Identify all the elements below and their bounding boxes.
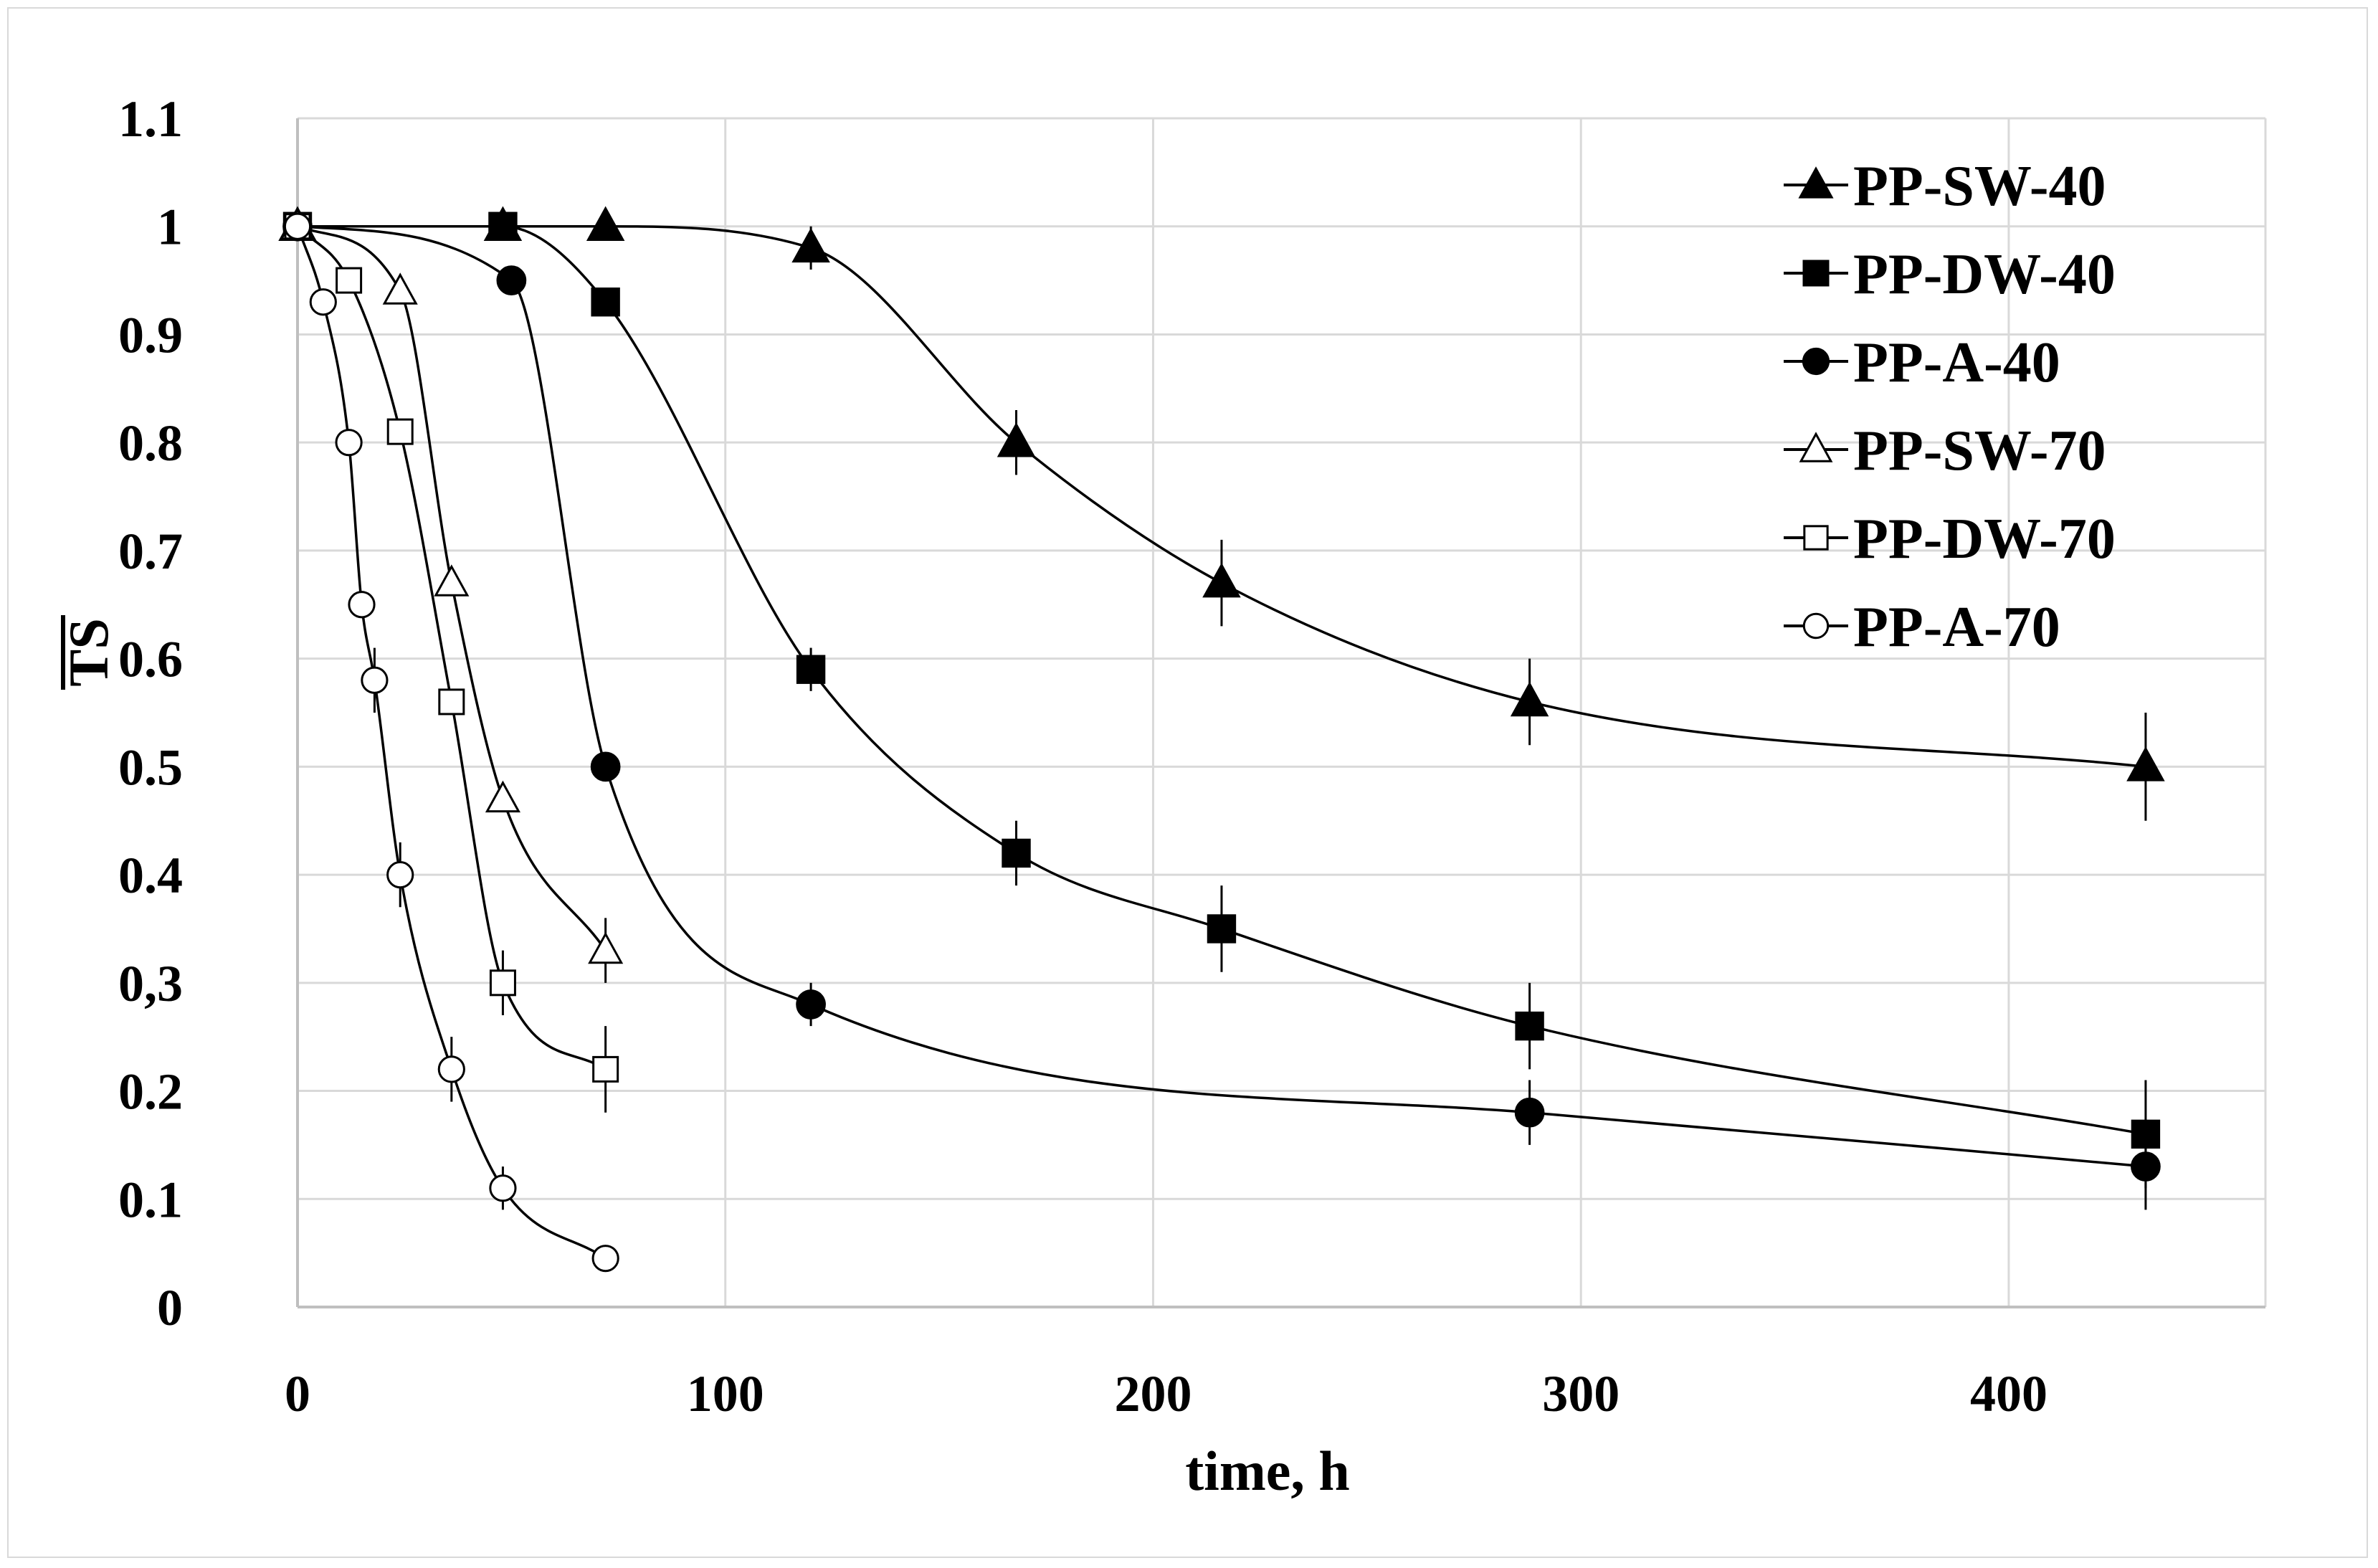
series-line-pp-dw-70 [296,225,607,1070]
data-point [335,429,363,457]
series-pp-sw-70 [280,207,624,983]
data-point [283,212,312,240]
legend-marker [1803,525,1829,551]
data-point [336,267,363,294]
y-tick-labels: 0 0.1 0.2 0,3 0.4 0.5 0.6 0.7 0.8 0.9 1 1.1 [118,90,183,1336]
data-point [496,265,527,295]
data-point [485,780,520,813]
data-point [361,666,389,694]
data-point [1510,681,1549,717]
data-point [586,206,625,242]
legend-label: PP-DW-70 [1853,508,2116,571]
legend-label: PP-SW-70 [1853,419,2106,483]
legend-item-pp-dw-40: PP-DW-40 [1784,243,2116,306]
legend: PP-SW-40 PP-DW-40 PP-A-40 PP-SW-70 PP-DW-70 P… [1784,155,2116,659]
data-point [309,288,337,316]
data-point [592,1055,619,1083]
series-line-pp-a-40 [297,224,2146,1168]
y-tick-label: 0.9 [118,306,183,364]
legend-label: PP-DW-40 [1853,243,2116,306]
legend-label: PP-SW-40 [1853,155,2106,218]
data-point [489,969,516,997]
data-point [437,1055,465,1083]
x-tick-label: 400 [1970,1365,2048,1422]
y-tick-label: 0.5 [118,738,183,796]
data-point [796,989,826,1020]
data-point [382,272,418,305]
data-point [1207,914,1237,944]
y-tick-label: 0.6 [118,631,183,688]
legend-item-pp-dw-70: PP-DW-70 [1784,508,2116,571]
legend-marker [1802,347,1830,376]
data-point [590,751,621,782]
y-tick-label: 0.8 [118,414,183,472]
series-line-pp-dw-40 [298,224,2146,1136]
y-axis-title-group: TS [57,615,120,690]
y-tick-label: 0.2 [118,1063,183,1121]
legend-item-pp-a-40: PP-A-40 [1784,331,2060,394]
data-point [796,655,826,684]
legend-item-pp-sw-40: PP-SW-40 [1784,155,2106,218]
data-point [1002,838,1031,868]
legend-item-pp-sw-70: PP-SW-70 [1784,419,2106,483]
data-point [488,212,518,241]
x-tick-labels: 0 100 200 300 400 [285,1365,2048,1422]
data-point [1514,1097,1545,1128]
y-axis-title: TS [57,618,120,686]
data-point [438,688,465,716]
legend-marker [1799,432,1833,462]
y-tick-label: 0.4 [118,847,183,904]
data-point [348,591,376,619]
y-tick-label: 0.7 [118,523,183,580]
x-tick-label: 100 [687,1365,764,1422]
y-tick-label: 1 [157,199,183,256]
series-line-pp-a-70 [296,226,607,1260]
data-point [591,1245,619,1273]
x-axis-title: time, h [1185,1440,1350,1502]
data-point [386,418,414,445]
x-tick-label: 200 [1114,1365,1192,1422]
data-point [591,288,620,317]
y-tick-label: 1.1 [118,90,183,148]
legend-marker [1798,166,1834,199]
data-point [2126,746,2165,781]
legend-marker [1802,612,1830,640]
data-point [434,564,470,597]
legend-label: PP-A-40 [1853,331,2060,394]
data-point [2131,1151,2161,1182]
data-point [386,860,414,889]
legend-label: PP-A-70 [1853,596,2060,659]
series-pp-a-70 [283,212,619,1273]
y-tick-label: 0,3 [118,955,183,1012]
x-tick-label: 0 [285,1365,310,1422]
legend-item-pp-a-70: PP-A-70 [1784,596,2060,659]
series-line-pp-sw-40 [298,224,2146,769]
x-tick-label: 300 [1542,1365,1620,1422]
legend-marker [1802,260,1830,287]
data-point [1515,1011,1544,1041]
data-point [1202,562,1241,598]
axes [296,118,2265,1308]
y-tick-label: 0.1 [118,1171,183,1228]
data-point [588,931,624,964]
series-layer [278,206,2165,1273]
series-pp-a-40 [282,211,2161,1210]
y-tick-label: 0 [157,1279,183,1336]
data-point [489,1174,517,1202]
data-point [791,227,830,263]
data-point [997,422,1036,457]
chart-frame [7,7,2368,1558]
